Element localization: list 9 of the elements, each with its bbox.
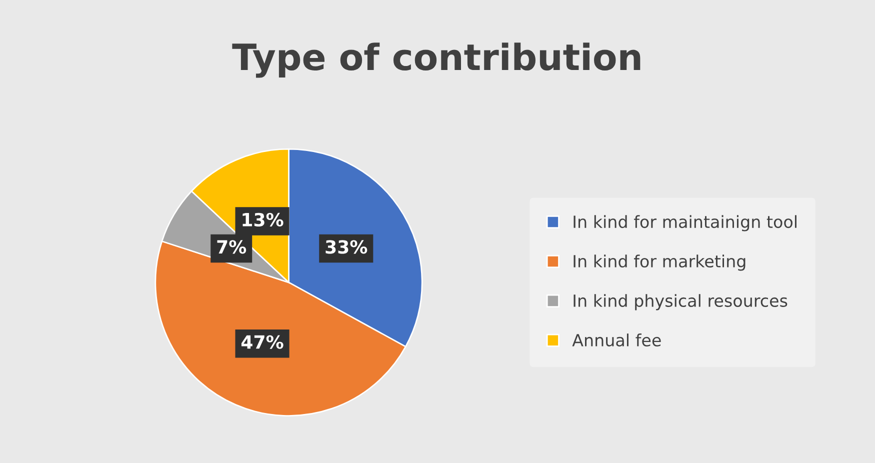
data-label: 7% <box>217 240 246 254</box>
data-label: 13% <box>242 212 284 226</box>
data-label: 47% <box>241 335 284 349</box>
legend-label: In kind for marketing <box>574 254 746 271</box>
data-label: 33% <box>326 240 368 254</box>
legend-label: Annual fee <box>572 334 661 346</box>
chart-title: Type of contribution <box>232 42 640 78</box>
legend-label: In kind physical resources <box>574 294 788 310</box>
legend-label: In kind for maintainign tool <box>574 215 796 232</box>
